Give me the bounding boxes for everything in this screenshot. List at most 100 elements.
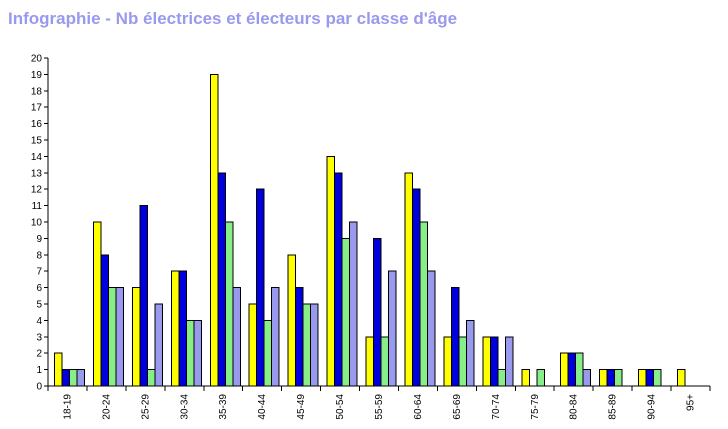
x-tick-label: 40-44 xyxy=(257,394,268,420)
y-tick-label: 0 xyxy=(36,382,42,393)
bar-25-29-series-1 xyxy=(131,287,141,387)
bar-45-49-series-2 xyxy=(295,287,304,387)
bar-80-84-series-2 xyxy=(567,352,577,387)
bar-30-34-series-2 xyxy=(178,270,187,387)
bar-95+-series-1 xyxy=(677,369,686,387)
x-tick-label: 30-34 xyxy=(179,394,190,420)
bar-40-44-series-2 xyxy=(256,188,265,387)
bar-65-69-series-2 xyxy=(450,287,460,387)
bar-90-94-series-3 xyxy=(653,369,662,387)
bar-18-19-series-3 xyxy=(69,369,78,387)
bar-20-24-series-3 xyxy=(107,287,117,387)
bar-50-54-series-4 xyxy=(349,221,358,387)
bar-30-34-series-4 xyxy=(193,319,202,387)
y-tick-label: 14 xyxy=(31,152,43,163)
y-tick-label: 4 xyxy=(36,316,42,327)
x-tick-label: 95+ xyxy=(686,394,697,411)
bar-65-69-series-1 xyxy=(443,336,452,387)
bar-60-64-series-4 xyxy=(427,270,436,387)
bar-85-89-series-2 xyxy=(606,369,616,387)
bar-80-84-series-4 xyxy=(582,369,592,387)
bar-90-94-series-2 xyxy=(645,369,655,387)
x-tick-label: 80-84 xyxy=(569,394,580,420)
bar-18-19-series-1 xyxy=(54,352,63,387)
bar-20-24-series-4 xyxy=(115,287,124,387)
bar-40-44-series-3 xyxy=(263,319,273,387)
x-tick-label: 20-24 xyxy=(101,394,112,420)
y-tick-label: 15 xyxy=(31,136,43,147)
bar-80-84-series-3 xyxy=(575,352,584,387)
bar-35-39-series-4 xyxy=(232,287,241,387)
bar-70-74-series-1 xyxy=(482,336,491,387)
y-tick-label: 13 xyxy=(31,168,43,179)
y-tick-label: 17 xyxy=(31,103,43,114)
bars-layer xyxy=(54,73,686,387)
y-tick-label: 7 xyxy=(36,267,42,278)
bar-85-89-series-1 xyxy=(599,369,608,387)
x-tick-label: 35-39 xyxy=(218,394,229,420)
x-tick-label: 90-94 xyxy=(647,394,658,420)
y-tick-label: 8 xyxy=(36,250,42,261)
bar-50-54-series-2 xyxy=(334,172,343,387)
bar-40-44-series-1 xyxy=(248,303,258,387)
y-tick-label: 9 xyxy=(36,234,42,245)
bar-60-64-series-1 xyxy=(404,172,413,387)
y-tick-label: 5 xyxy=(36,300,42,311)
bar-90-94-series-1 xyxy=(638,369,647,387)
chart-title: Infographie - Nb électrices et électeurs… xyxy=(8,9,458,28)
bar-18-19-series-2 xyxy=(61,369,70,387)
bar-70-74-series-3 xyxy=(497,369,506,387)
bar-30-34-series-1 xyxy=(170,270,180,387)
bar-35-39-series-2 xyxy=(217,172,226,387)
bar-65-69-series-4 xyxy=(465,319,475,387)
bar-40-44-series-4 xyxy=(271,287,280,387)
bar-55-59-series-4 xyxy=(388,270,397,387)
y-tick-label: 2 xyxy=(36,349,42,360)
bar-60-64-series-3 xyxy=(419,221,428,387)
bar-65-69-series-3 xyxy=(458,336,467,387)
bar-55-59-series-3 xyxy=(380,336,389,387)
y-tick-label: 6 xyxy=(36,283,42,294)
bar-45-49-series-4 xyxy=(310,303,319,387)
bar-35-39-series-3 xyxy=(224,221,234,387)
bar-25-29-series-4 xyxy=(154,303,163,387)
x-tick-label: 25-29 xyxy=(140,394,151,420)
bar-50-54-series-1 xyxy=(326,155,336,387)
y-tick-label: 18 xyxy=(31,86,43,97)
y-tick-label: 12 xyxy=(31,185,43,196)
x-tick-label: 60-64 xyxy=(413,394,424,420)
y-tick-label: 11 xyxy=(32,201,43,212)
x-tick-label: 70-74 xyxy=(491,394,502,420)
x-tick-label: 65-69 xyxy=(452,394,463,420)
bar-45-49-series-3 xyxy=(302,303,312,387)
bar-85-89-series-3 xyxy=(614,369,623,387)
y-tick-label: 10 xyxy=(31,218,43,229)
bar-45-49-series-1 xyxy=(287,254,297,387)
bar-75-79-series-3 xyxy=(536,369,545,387)
bar-60-64-series-2 xyxy=(412,188,421,387)
bar-75-79-series-1 xyxy=(521,369,530,387)
y-tick-label: 16 xyxy=(31,119,43,130)
bar-80-84-series-1 xyxy=(560,352,569,387)
bar-35-39-series-1 xyxy=(209,73,219,387)
y-tick-label: 20 xyxy=(31,54,43,65)
bar-70-74-series-4 xyxy=(504,336,514,387)
bar-50-54-series-3 xyxy=(341,237,351,387)
x-tick-label: 55-59 xyxy=(374,394,385,420)
y-tick-label: 1 xyxy=(36,365,42,376)
x-tick-label: 45-49 xyxy=(296,394,307,420)
bar-70-74-series-2 xyxy=(489,336,499,387)
x-tick-label: 85-89 xyxy=(608,394,619,420)
bar-20-24-series-1 xyxy=(92,221,102,387)
x-tick-label: 50-54 xyxy=(335,394,346,420)
bar-25-29-series-3 xyxy=(146,369,156,387)
bar-18-19-series-4 xyxy=(76,369,85,387)
y-tick-label: 3 xyxy=(36,332,42,343)
bar-25-29-series-2 xyxy=(139,205,148,387)
bar-30-34-series-3 xyxy=(185,319,195,387)
bar-55-59-series-2 xyxy=(373,237,382,387)
bar-20-24-series-2 xyxy=(100,254,109,387)
y-tick-label: 19 xyxy=(31,70,43,81)
